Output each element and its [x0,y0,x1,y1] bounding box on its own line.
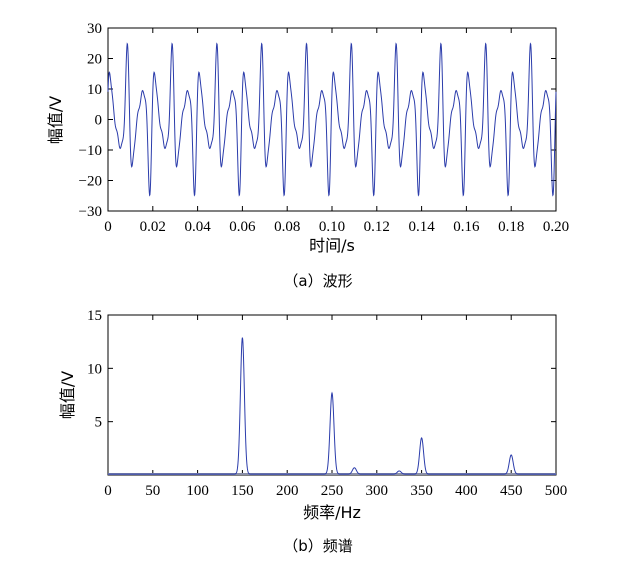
waveform-x-tick-labels: 0 0.02 0.04 0.06 0.08 0.10 0.12 0.14 0.16 0.18 0.2… [104,219,569,235]
spectrum-y-tick-labels: 15 10 5 [87,308,102,431]
waveform-y-tick-label: −10 [79,143,102,159]
waveform-y-axis-label: 幅值/V [46,96,65,144]
waveform-y-tick-label: 10 [87,82,102,98]
waveform-y-tick-labels: 30 20 10 0 −10 −20 −30 [79,21,102,220]
spectrum-y-tick-label: 15 [87,308,102,324]
waveform-x-tick-label: 0.08 [274,219,300,235]
waveform-x-tick-label: 0.16 [453,219,480,235]
spectrum-x-axis-label: 频率/Hz [303,503,361,522]
waveform-x-tick-label: 0.14 [408,219,435,235]
spectrum-x-tick-label: 150 [231,483,254,499]
spectrum-x-tick-label: 500 [545,483,568,499]
spectrum-x-tick-label: 50 [145,483,160,499]
spectrum-x-tick-labels: 0 50 100 150 200 250 300 350 400 450 500 [104,483,567,499]
spectrum-caption: （b）频谱 [283,537,353,555]
spectrum-series-line [108,337,556,475]
waveform-y-tick-label: 20 [87,52,102,68]
waveform-series-line [107,42,557,197]
waveform-x-tick-label: 0.12 [364,219,390,235]
waveform-x-tick-label: 0 [104,219,112,235]
waveform-y-tick-label: −20 [79,174,102,190]
waveform-x-tick-label: 0.10 [319,219,345,235]
waveform-chart: 30 20 10 0 −10 −20 −30 0 0.02 0.04 0.06 0.08 0.10 0.… [46,21,569,290]
spectrum-chart: 15 10 5 0 50 100 150 200 250 300 350 400 450 500 频率/… [58,308,567,555]
spectrum-x-tick-label: 450 [500,483,523,499]
spectrum-x-tick-label: 400 [455,483,478,499]
spectrum-ticks [107,314,557,475]
spectrum-x-tick-label: 0 [104,483,112,499]
waveform-x-tick-label: 0.06 [229,219,256,235]
spectrum-y-axis-label: 幅值/V [58,371,77,419]
spectrum-y-tick-label: 10 [87,361,102,377]
spectrum-x-tick-label: 250 [321,483,344,499]
waveform-plot-frame [107,27,557,212]
waveform-x-tick-label: 0.02 [140,219,166,235]
waveform-x-tick-label: 0.18 [498,219,524,235]
waveform-ticks [107,27,557,212]
waveform-y-tick-label: −30 [79,204,102,220]
spectrum-x-tick-label: 300 [366,483,389,499]
spectrum-y-tick-label: 5 [95,415,103,431]
waveform-y-tick-label: 0 [95,113,103,129]
waveform-caption: （a）波形 [283,272,352,290]
waveform-x-axis-label: 时间/s [309,236,355,255]
waveform-x-tick-label: 0.04 [184,219,211,235]
spectrum-x-tick-label: 100 [186,483,209,499]
spectrum-x-tick-label: 200 [276,483,299,499]
waveform-x-tick-label: 0.20 [543,219,569,235]
spectrum-x-tick-label: 350 [410,483,433,499]
waveform-y-tick-label: 30 [87,21,102,37]
